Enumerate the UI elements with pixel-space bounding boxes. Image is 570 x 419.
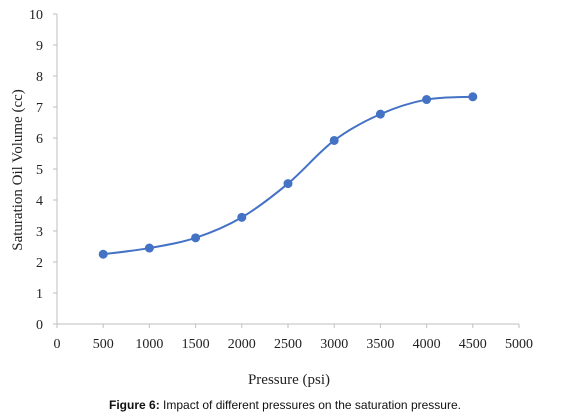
x-tick-label: 500 [93, 337, 114, 352]
y-tick-label: 3 [36, 225, 43, 240]
data-point [98, 249, 108, 259]
y-tick-label: 6 [36, 132, 43, 147]
x-tick-label: 5000 [505, 337, 533, 352]
x-axis-title: Pressure (psi) [248, 372, 330, 388]
data-point [422, 95, 432, 105]
series-line [103, 95, 473, 256]
data-point [144, 243, 154, 253]
data-point [283, 179, 293, 189]
chart-axes [56, 14, 519, 325]
data-point [468, 92, 478, 102]
data-point [375, 109, 385, 119]
x-tick-label: 0 [54, 337, 61, 352]
line-chart: 0 1 2 3 4 5 6 7 8 9 10 0 500 1000 1500 2000 2500 3000 350… [10, 8, 533, 388]
x-tick-label: 3000 [320, 337, 348, 352]
x-tick-label: 2000 [228, 337, 256, 352]
y-tick-label: 4 [36, 194, 43, 209]
x-tick-label: 4500 [459, 337, 487, 352]
x-tick-label: 4000 [413, 337, 441, 352]
y-axis-ticks: 0 1 2 3 4 5 6 7 8 9 10 [29, 8, 57, 333]
y-tick-label: 7 [36, 101, 43, 116]
data-point [329, 135, 339, 145]
y-tick-label: 1 [36, 287, 43, 302]
y-axis-title: Saturation Oil Volume (cc) [10, 89, 26, 251]
x-tick-label: 1500 [182, 337, 210, 352]
x-tick-label: 1000 [135, 337, 163, 352]
figure-caption-label: Figure 6: [109, 398, 160, 412]
y-tick-label: 2 [36, 256, 43, 271]
chart-series [98, 92, 478, 259]
data-point [237, 212, 247, 222]
figure-caption: Figure 6: Impact of different pressures … [0, 398, 570, 412]
y-tick-label: 0 [36, 318, 43, 333]
y-tick-label: 8 [36, 70, 43, 85]
x-tick-label: 3500 [366, 337, 394, 352]
data-point [191, 233, 201, 243]
x-tick-label: 2500 [274, 337, 302, 352]
x-axis-ticks: 0 500 1000 1500 2000 2500 3000 3500 4000 4500 5000 [54, 324, 533, 352]
y-tick-label: 5 [36, 163, 43, 178]
y-tick-label: 10 [29, 8, 43, 23]
y-tick-label: 9 [36, 39, 43, 54]
figure-caption-text: Impact of different pressures on the sat… [159, 398, 461, 412]
